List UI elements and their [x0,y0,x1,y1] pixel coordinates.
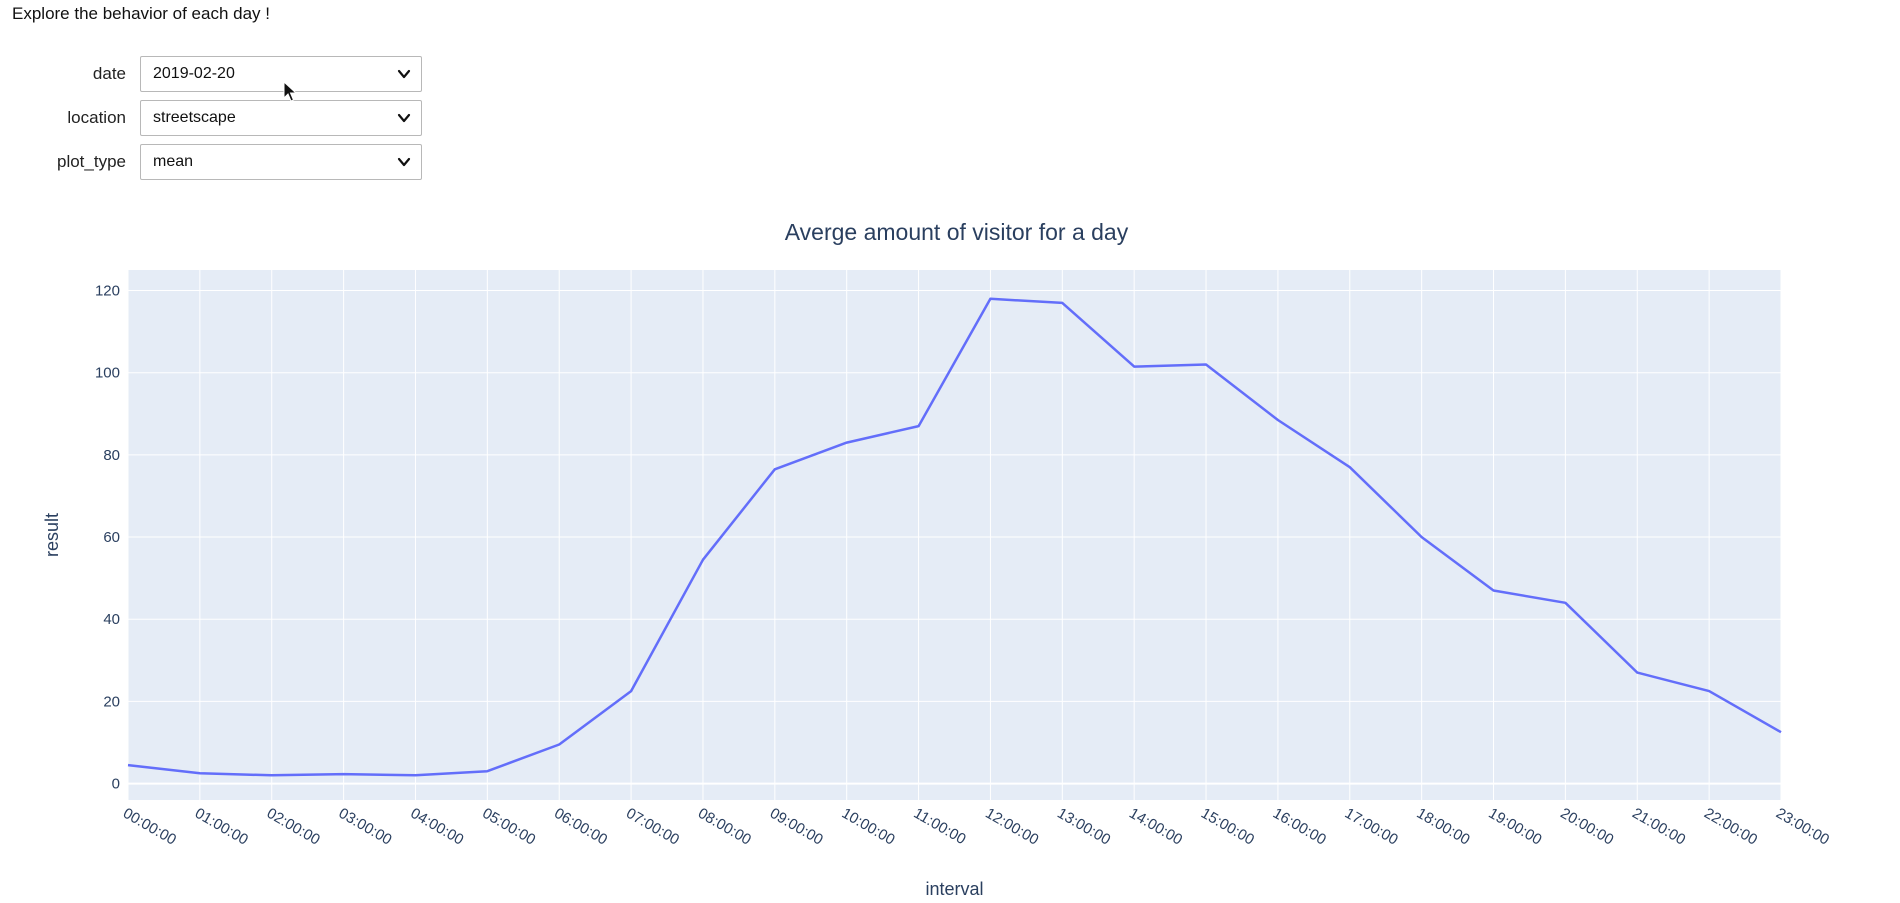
location-label: location [67,108,126,127]
control-row-plot-type: plot_type mean [0,144,440,182]
x-tick-label: 06:00:00 [551,805,610,849]
controls-panel: date 2019-02-20 location streetscape plo… [0,56,440,188]
date-select-value: 2019-02-20 [153,65,235,82]
y-tick-label: 20 [103,693,120,710]
y-axis-title: result [42,513,62,557]
x-tick-label: 07:00:00 [623,805,682,849]
plot-type-select-value: mean [153,153,194,170]
plot-type-select[interactable]: mean [140,144,422,180]
x-tick-label: 22:00:00 [1701,805,1760,849]
data-series-line [127,297,1782,777]
x-tick-label: 14:00:00 [1126,805,1185,849]
intro-text: Explore the behavior of each day ! [12,4,270,23]
y-tick-label: 60 [103,529,120,546]
x-tick-label: 18:00:00 [1414,805,1473,849]
date-label: date [92,64,126,83]
y-tick-label: 120 [95,283,120,300]
date-select[interactable]: 2019-02-20 [140,56,422,92]
chevron-down-icon [397,113,411,123]
x-tick-label: 15:00:00 [1198,805,1257,849]
plot-type-label: plot_type [57,152,126,171]
x-tick-label: 19:00:00 [1486,805,1545,849]
x-tick-label: 08:00:00 [695,805,754,849]
x-tick-label: 12:00:00 [982,805,1041,849]
x-tick-label: 20:00:00 [1557,805,1616,849]
y-tick-label: 100 [95,365,120,382]
x-tick-label: 11:00:00 [911,805,969,848]
location-select[interactable]: streetscape [140,100,422,136]
chevron-down-icon [397,69,411,79]
mouse-pointer-icon [283,81,297,102]
x-tick-label: 09:00:00 [767,805,826,849]
x-tick-label: 16:00:00 [1270,805,1329,849]
x-tick-label: 04:00:00 [407,805,466,849]
x-tick-label: 02:00:00 [264,805,323,849]
y-tick-label: 40 [103,611,120,628]
control-row-date: date 2019-02-20 [0,56,440,94]
control-row-location: location streetscape [0,100,440,138]
y-tick-label: 80 [103,447,120,464]
x-tick-label: 05:00:00 [479,805,538,849]
x-tick-label: 10:00:00 [839,805,898,849]
x-tick-label: 17:00:00 [1342,805,1401,849]
line-chart: 0 20 40 60 80 100 120 00:00:00 01:00:00 02:00:00 0… [42,219,1832,899]
x-tick-label: 23:00:00 [1773,805,1832,849]
location-select-value: streetscape [153,109,236,126]
plot-background [128,270,1781,800]
x-tick-label: 00:00:00 [120,805,179,849]
x-tick-label: 01:00:00 [192,805,251,849]
x-tick-label: 03:00:00 [336,805,395,849]
chevron-down-icon [397,157,411,167]
x-axis-title: interval [925,879,983,899]
y-tick-label: 0 [112,776,120,793]
x-tick-label: 21:00:00 [1629,805,1688,849]
x-tick-label: 13:00:00 [1054,805,1113,849]
chart-title: Averge amount of visitor for a day [785,219,1129,245]
